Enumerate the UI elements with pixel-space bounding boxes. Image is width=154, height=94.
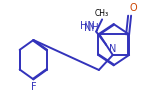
Text: HN: HN xyxy=(80,21,95,31)
Text: F: F xyxy=(31,82,36,92)
Text: CH₃: CH₃ xyxy=(95,9,109,18)
Text: N: N xyxy=(109,44,116,54)
Text: NH: NH xyxy=(84,23,98,33)
Text: O: O xyxy=(129,3,137,13)
